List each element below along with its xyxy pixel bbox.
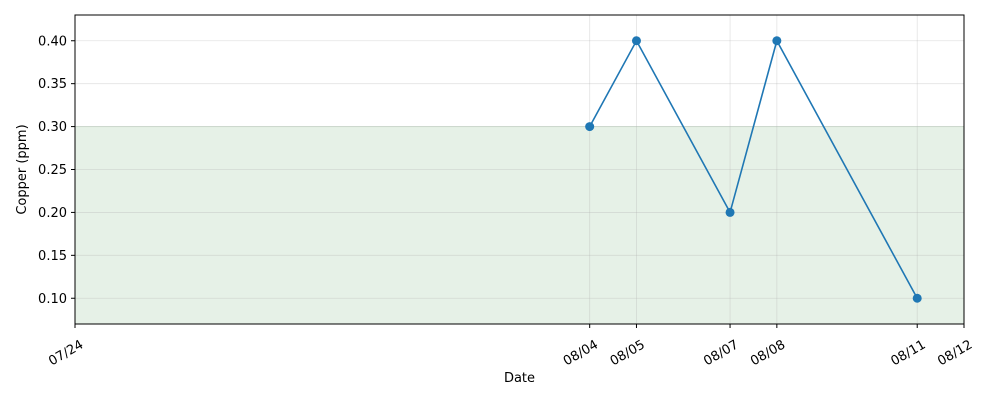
shaded-band	[74, 126, 965, 325]
data-point	[725, 207, 735, 217]
y-tick-label: 0.20	[38, 206, 67, 221]
y-tick-label: 0.25	[38, 163, 67, 178]
x-tick-label: 08/12	[935, 337, 975, 369]
y-axis-label: Copper (ppm)	[15, 124, 30, 214]
x-axis-label: Date	[504, 371, 535, 386]
data-point	[772, 36, 782, 46]
y-tick-label: 0.10	[38, 292, 67, 307]
y-tick-label: 0.40	[38, 34, 67, 49]
x-tick-label: 08/04	[561, 337, 601, 369]
x-tick-label: 08/08	[748, 337, 788, 369]
y-tick-label: 0.35	[38, 77, 67, 92]
data-point	[912, 293, 922, 303]
y-tick-label: 0.15	[38, 249, 67, 264]
x-tick-label: 07/24	[46, 337, 86, 369]
x-tick-label: 08/05	[608, 337, 648, 369]
x-tick-label: 08/07	[701, 337, 741, 369]
data-point	[585, 122, 595, 132]
data-point	[631, 36, 641, 46]
x-tick-label: 08/11	[888, 337, 928, 369]
y-tick-label: 0.30	[38, 120, 67, 135]
